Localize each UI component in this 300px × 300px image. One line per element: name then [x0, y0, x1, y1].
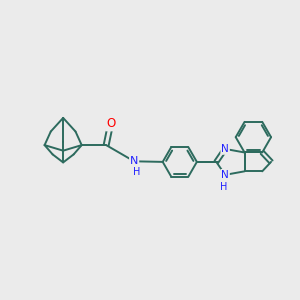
Text: N: N: [221, 144, 229, 154]
Text: O: O: [106, 117, 115, 130]
Text: H: H: [133, 167, 140, 178]
Text: N: N: [221, 170, 229, 180]
Text: N: N: [130, 156, 138, 166]
Text: H: H: [220, 182, 227, 192]
